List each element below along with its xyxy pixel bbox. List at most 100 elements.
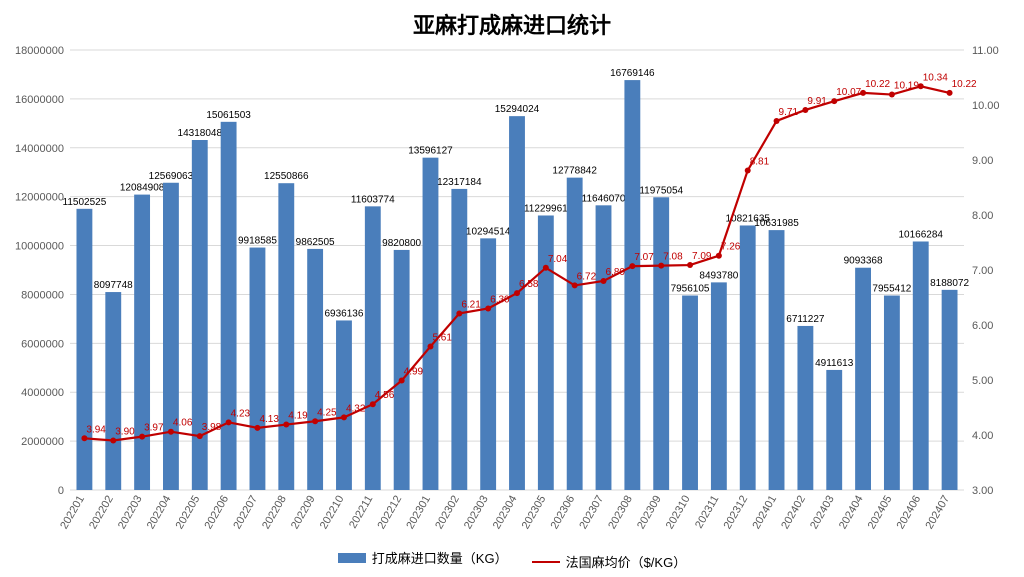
svg-text:202210: 202210 xyxy=(318,494,347,532)
svg-text:6.58: 6.58 xyxy=(519,279,539,290)
svg-text:7956105: 7956105 xyxy=(671,284,710,295)
legend-item: 法国麻均价（$/KG） xyxy=(532,552,687,571)
svg-text:10000000: 10000000 xyxy=(15,241,64,253)
svg-text:11229961: 11229961 xyxy=(524,203,568,214)
svg-text:3.90: 3.90 xyxy=(115,427,135,438)
legend-item: 打成麻进口数量（KG） xyxy=(338,548,508,567)
svg-text:202211: 202211 xyxy=(347,494,375,531)
svg-text:202201: 202201 xyxy=(58,494,87,532)
svg-text:9.71: 9.71 xyxy=(779,107,799,118)
svg-text:202306: 202306 xyxy=(549,494,578,532)
svg-text:202203: 202203 xyxy=(116,494,145,532)
svg-text:202212: 202212 xyxy=(375,494,404,532)
legend-label: 打成麻进口数量（KG） xyxy=(372,548,508,567)
svg-text:202307: 202307 xyxy=(577,494,606,532)
svg-text:12317184: 12317184 xyxy=(437,177,482,188)
svg-text:202405: 202405 xyxy=(866,494,895,532)
svg-text:202403: 202403 xyxy=(808,494,837,532)
legend-swatch-line-icon xyxy=(532,561,560,563)
svg-text:16000000: 16000000 xyxy=(15,94,64,106)
svg-text:10631985: 10631985 xyxy=(754,218,799,229)
svg-text:6000000: 6000000 xyxy=(21,338,64,350)
svg-text:7.26: 7.26 xyxy=(721,242,741,253)
svg-text:9918585: 9918585 xyxy=(238,236,277,247)
svg-text:202401: 202401 xyxy=(750,494,779,532)
svg-text:202302: 202302 xyxy=(433,494,462,532)
svg-text:4.32: 4.32 xyxy=(346,403,366,414)
legend-label: 法国麻均价（$/KG） xyxy=(566,552,687,571)
svg-text:4000000: 4000000 xyxy=(21,387,64,399)
svg-text:7.07: 7.07 xyxy=(634,252,654,263)
svg-text:12550866: 12550866 xyxy=(264,171,309,182)
svg-text:202303: 202303 xyxy=(462,493,491,531)
svg-text:3.94: 3.94 xyxy=(86,424,106,435)
svg-text:11502525: 11502525 xyxy=(63,197,107,208)
svg-text:10.00: 10.00 xyxy=(972,100,1000,112)
svg-text:4.99: 4.99 xyxy=(404,367,424,378)
svg-text:12084908: 12084908 xyxy=(120,183,165,194)
svg-text:4.13: 4.13 xyxy=(259,414,279,425)
svg-text:6.72: 6.72 xyxy=(577,271,597,282)
svg-text:10166284: 10166284 xyxy=(898,229,943,240)
svg-text:9862505: 9862505 xyxy=(296,237,335,248)
svg-text:12778842: 12778842 xyxy=(552,166,597,177)
svg-text:0: 0 xyxy=(58,485,64,497)
svg-text:202209: 202209 xyxy=(289,494,318,532)
svg-text:202404: 202404 xyxy=(837,494,866,532)
svg-text:11646070: 11646070 xyxy=(582,193,626,204)
svg-text:202202: 202202 xyxy=(87,494,116,532)
svg-text:7.08: 7.08 xyxy=(663,252,683,263)
svg-text:202309: 202309 xyxy=(635,494,664,532)
svg-text:4.56: 4.56 xyxy=(375,390,395,401)
svg-text:6.80: 6.80 xyxy=(606,267,626,278)
svg-text:202207: 202207 xyxy=(231,494,260,532)
svg-text:8493780: 8493780 xyxy=(699,270,738,281)
svg-text:202301: 202301 xyxy=(404,494,433,532)
svg-text:202310: 202310 xyxy=(664,494,693,532)
svg-text:3.97: 3.97 xyxy=(144,423,164,434)
svg-text:11975054: 11975054 xyxy=(639,185,683,196)
svg-text:202304: 202304 xyxy=(491,494,520,532)
svg-text:10.22: 10.22 xyxy=(952,79,977,90)
svg-text:10.22: 10.22 xyxy=(865,79,890,90)
svg-text:8.00: 8.00 xyxy=(972,210,993,222)
svg-text:4.06: 4.06 xyxy=(173,418,193,429)
svg-text:9.00: 9.00 xyxy=(972,155,993,167)
chart-container: 亚麻打成麻进口统计 020000004000000600000080000001… xyxy=(0,0,1024,577)
svg-text:202312: 202312 xyxy=(722,494,751,532)
svg-text:16769146: 16769146 xyxy=(610,68,655,79)
svg-text:6.00: 6.00 xyxy=(972,320,993,332)
svg-text:9820800: 9820800 xyxy=(382,238,421,249)
svg-text:7.09: 7.09 xyxy=(692,251,712,262)
svg-text:12000000: 12000000 xyxy=(15,192,64,204)
svg-text:15061503: 15061503 xyxy=(206,110,251,121)
svg-text:3.98: 3.98 xyxy=(202,422,222,433)
svg-text:4.25: 4.25 xyxy=(317,407,337,418)
svg-text:7.00: 7.00 xyxy=(972,265,993,277)
svg-text:8097748: 8097748 xyxy=(94,280,133,291)
svg-text:202308: 202308 xyxy=(606,494,635,532)
svg-text:4.19: 4.19 xyxy=(288,411,308,422)
svg-text:12569063: 12569063 xyxy=(149,171,194,182)
svg-text:18000000: 18000000 xyxy=(15,45,64,57)
svg-text:10.07: 10.07 xyxy=(836,87,861,98)
svg-text:202204: 202204 xyxy=(145,494,174,532)
svg-text:6936136: 6936136 xyxy=(324,308,363,319)
svg-text:9.91: 9.91 xyxy=(807,96,827,107)
svg-text:10.19: 10.19 xyxy=(894,81,919,92)
svg-text:5.00: 5.00 xyxy=(972,375,993,387)
svg-text:11.00: 11.00 xyxy=(972,45,999,57)
svg-text:14318048: 14318048 xyxy=(178,128,223,139)
svg-text:8.81: 8.81 xyxy=(750,156,770,167)
svg-text:5.61: 5.61 xyxy=(432,332,452,343)
svg-text:202305: 202305 xyxy=(520,494,549,532)
svg-text:202205: 202205 xyxy=(174,494,203,532)
legend-swatch-bar-icon xyxy=(338,553,366,563)
svg-text:10.34: 10.34 xyxy=(923,72,948,83)
svg-text:13596127: 13596127 xyxy=(408,146,453,157)
svg-text:8000000: 8000000 xyxy=(21,289,64,301)
svg-text:4.00: 4.00 xyxy=(972,430,993,442)
svg-text:202406: 202406 xyxy=(895,494,924,532)
svg-text:202208: 202208 xyxy=(260,494,289,532)
svg-text:4911613: 4911613 xyxy=(815,358,854,369)
